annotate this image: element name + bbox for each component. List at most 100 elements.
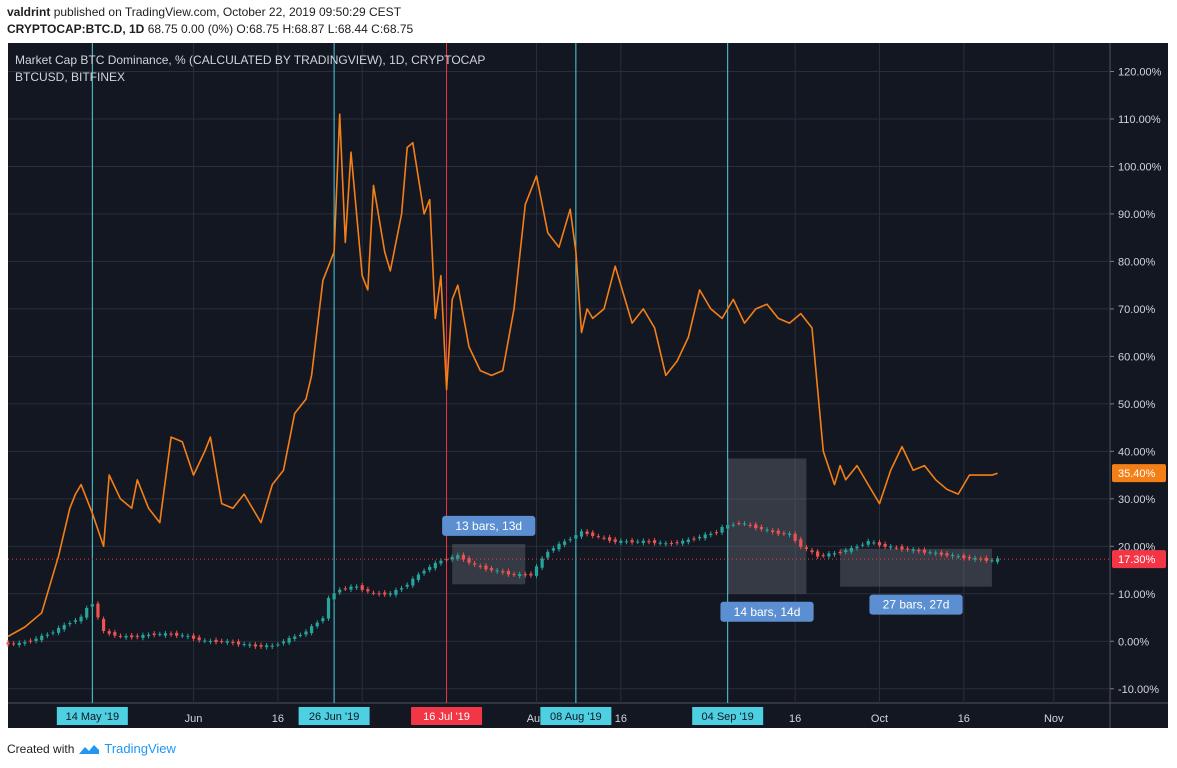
candle-body [568,539,572,541]
date-marker-label: 04 Sep '19 [702,711,754,723]
candle-body [17,642,21,646]
candle-body [675,542,679,544]
candle-body [956,556,960,558]
candle-body [338,589,342,593]
range-label: 13 bars, 13d [455,519,522,533]
candle-body [461,554,466,560]
range-box [727,458,807,594]
y-tick-label: 0.00% [1118,636,1149,648]
candle-body [428,566,432,570]
x-tick-label: Jun [185,713,203,725]
candle-body [467,558,471,563]
candle-body [866,541,870,545]
candle-body [990,560,994,562]
candle-body [191,635,196,639]
candle-body [793,533,797,541]
btcusd-series-line [7,113,998,638]
price-label-box [1112,550,1166,569]
candle-body [855,546,859,549]
candle-body [68,623,72,625]
candle-body [180,635,184,637]
candle-body [332,593,336,600]
x-tick-label: Oct [871,713,888,725]
candle-body [551,548,555,551]
candle-body [253,644,257,647]
candle-body [771,530,775,533]
candle-body [236,641,241,645]
candle-body [714,532,719,534]
candle-body [810,550,814,553]
tradingview-logo-icon [79,744,100,754]
candle-body [214,639,218,643]
candle-body [225,641,229,643]
candle-body [939,552,943,555]
author-name[interactable]: valdrint [7,5,51,19]
x-tick-label: 16 [615,713,627,725]
candle-body [669,542,674,544]
date-marker-box [692,707,764,725]
candle-body [34,638,38,641]
candle-body [383,592,387,595]
candle-body [703,534,707,539]
range-label-box [720,601,814,622]
candle-body [861,544,865,546]
candle-body [546,551,550,558]
candle-body [107,631,111,634]
candle-body [934,552,938,554]
x-tick-label: 16 [789,713,801,725]
candle-body [579,531,584,537]
candle-body [422,570,426,574]
candle-body [967,557,972,559]
candle-body [90,604,94,607]
candle-body [163,633,168,636]
candle-body [832,553,837,555]
candle-body [394,589,398,595]
candle-body [444,559,449,561]
candle-body [23,642,27,644]
candle-body [96,603,100,618]
candle-body [557,543,561,550]
candle-body [354,586,359,588]
candle-body [146,634,151,637]
candle-body [304,631,308,635]
candle-body [950,555,955,557]
candle-body [186,635,190,637]
candle-body [242,644,246,646]
candle-body [591,532,595,536]
candle-body [922,549,927,553]
candle-body [529,573,533,576]
candle-body [641,540,645,543]
candle-body [371,592,376,594]
candle-body [799,539,803,548]
date-marker-box [411,707,483,725]
candle-body [51,632,55,634]
candle-body [57,627,61,633]
created-with-label: Created with [7,741,75,756]
candle-body [197,637,201,641]
candle-body [804,547,808,549]
range-label: 27 bars, 27d [883,598,950,612]
range-box [452,543,526,585]
candle-body [720,526,724,533]
candle-body [203,640,207,642]
footer: Created with TradingView [7,741,176,756]
candle-body [130,635,134,638]
candle-body [664,543,668,545]
candle-body [326,597,331,619]
candle-body [636,541,640,543]
candle-body [905,548,910,550]
candle-body [602,537,606,539]
candle-body [141,634,145,638]
candle-body [478,565,482,567]
price-label: 17.30% [1118,554,1156,566]
candle-body [101,618,106,631]
candle-body [776,530,780,534]
candle-body [433,562,437,569]
candle-body [973,557,977,560]
tradingview-brand[interactable]: TradingView [104,741,176,756]
candle-body [731,524,735,526]
candle-body [501,571,505,573]
candle-body [321,618,325,622]
candle-body [782,533,786,535]
